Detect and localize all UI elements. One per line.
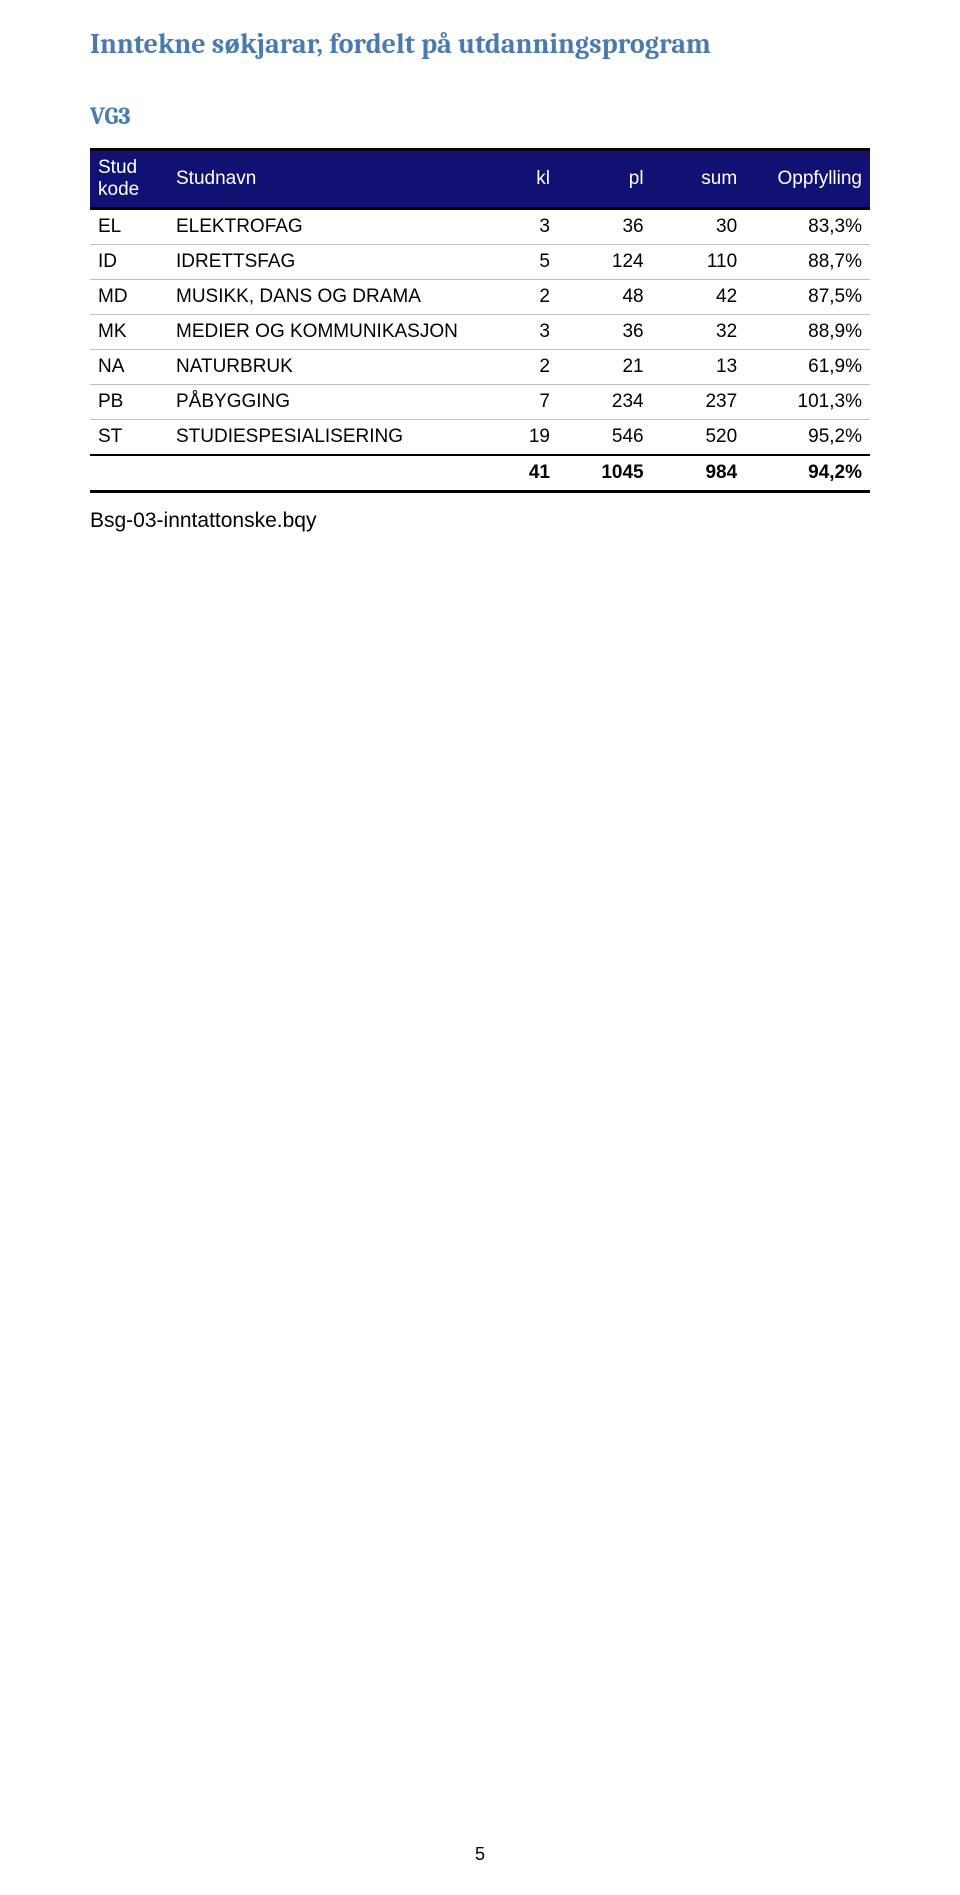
page: Inntekne søkjarar, fordelt på utdannings… [0, 0, 960, 1895]
cell-pl: 234 [558, 385, 652, 420]
col-pl: pl [558, 150, 652, 209]
cell-kl: 3 [480, 209, 558, 245]
col-sum: sum [652, 150, 746, 209]
table-row: NA NATURBRUK 2 21 13 61,9% [90, 350, 870, 385]
col-name: Studnavn [168, 150, 480, 209]
cell-opp: 88,7% [745, 245, 870, 280]
cell-kl: 2 [480, 280, 558, 315]
cell-pl: 1045 [558, 455, 652, 492]
programs-table: Stud kode Studnavn kl pl sum Oppfylling … [90, 148, 870, 493]
table-header-row: Stud kode Studnavn kl pl sum Oppfylling [90, 150, 870, 209]
cell-code: MK [90, 315, 168, 350]
table-row: EL ELEKTROFAG 3 36 30 83,3% [90, 209, 870, 245]
cell-opp: 87,5% [745, 280, 870, 315]
cell-kl: 41 [480, 455, 558, 492]
cell-pl: 124 [558, 245, 652, 280]
cell-kl: 19 [480, 420, 558, 456]
table-total-row: 41 1045 984 94,2% [90, 455, 870, 492]
cell-opp: 101,3% [745, 385, 870, 420]
cell-kl: 5 [480, 245, 558, 280]
cell-name: IDRETTSFAG [168, 245, 480, 280]
cell-name: NATURBRUK [168, 350, 480, 385]
cell-code [90, 455, 168, 492]
cell-opp: 61,9% [745, 350, 870, 385]
cell-sum: 13 [652, 350, 746, 385]
table-row: ID IDRETTSFAG 5 124 110 88,7% [90, 245, 870, 280]
table-row: MK MEDIER OG KOMMUNIKASJON 3 36 32 88,9% [90, 315, 870, 350]
cell-pl: 21 [558, 350, 652, 385]
cell-opp: 88,9% [745, 315, 870, 350]
cell-code: EL [90, 209, 168, 245]
col-opp: Oppfylling [745, 150, 870, 209]
page-title: Inntekne søkjarar, fordelt på utdannings… [90, 28, 870, 60]
cell-sum: 984 [652, 455, 746, 492]
table-row: PB PÅBYGGING 7 234 237 101,3% [90, 385, 870, 420]
source-filename: Bsg-03-inntattonske.bqy [90, 509, 870, 533]
cell-code: NA [90, 350, 168, 385]
cell-name: MEDIER OG KOMMUNIKASJON [168, 315, 480, 350]
cell-opp: 83,3% [745, 209, 870, 245]
cell-sum: 520 [652, 420, 746, 456]
cell-name [168, 455, 480, 492]
cell-code: ID [90, 245, 168, 280]
cell-opp: 94,2% [745, 455, 870, 492]
cell-sum: 110 [652, 245, 746, 280]
cell-name: MUSIKK, DANS OG DRAMA [168, 280, 480, 315]
cell-code: PB [90, 385, 168, 420]
cell-pl: 546 [558, 420, 652, 456]
cell-pl: 36 [558, 315, 652, 350]
col-kl: kl [480, 150, 558, 209]
cell-opp: 95,2% [745, 420, 870, 456]
section-subtitle: VG3 [90, 102, 870, 130]
cell-code: ST [90, 420, 168, 456]
cell-code: MD [90, 280, 168, 315]
cell-sum: 30 [652, 209, 746, 245]
cell-kl: 2 [480, 350, 558, 385]
cell-pl: 48 [558, 280, 652, 315]
cell-sum: 42 [652, 280, 746, 315]
page-number: 5 [0, 1844, 960, 1865]
cell-name: PÅBYGGING [168, 385, 480, 420]
cell-name: STUDIESPESIALISERING [168, 420, 480, 456]
cell-kl: 3 [480, 315, 558, 350]
table-row: ST STUDIESPESIALISERING 19 546 520 95,2% [90, 420, 870, 456]
cell-name: ELEKTROFAG [168, 209, 480, 245]
cell-sum: 32 [652, 315, 746, 350]
cell-pl: 36 [558, 209, 652, 245]
table-row: MD MUSIKK, DANS OG DRAMA 2 48 42 87,5% [90, 280, 870, 315]
cell-kl: 7 [480, 385, 558, 420]
col-code: Stud kode [90, 150, 168, 209]
cell-sum: 237 [652, 385, 746, 420]
